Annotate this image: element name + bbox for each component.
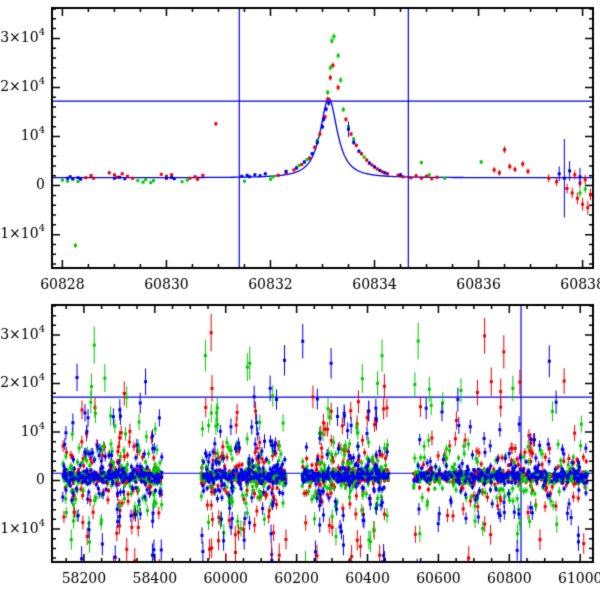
light-curve-canvas [0,0,600,600]
light-curve-figure [0,0,600,600]
